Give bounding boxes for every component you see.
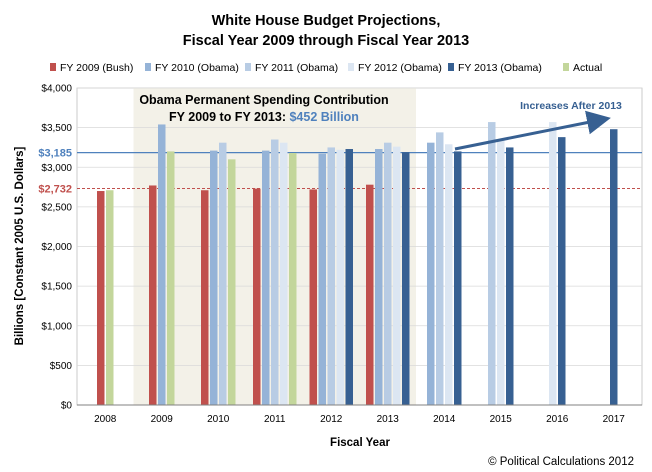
legend-label: Actual bbox=[573, 62, 602, 74]
y-axis-title: Billions [Constant 2005 U.S. Dollars] bbox=[14, 146, 26, 345]
bar bbox=[336, 149, 344, 405]
bar bbox=[262, 150, 270, 405]
callout-line-1: Obama Permanent Spending Contribution bbox=[139, 93, 388, 107]
x-tick-label: 2011 bbox=[264, 414, 286, 425]
y-tick-label: $0 bbox=[61, 401, 73, 412]
bar bbox=[384, 142, 392, 405]
legend-label: FY 2010 (Obama) bbox=[155, 62, 239, 74]
x-tick-label: 2015 bbox=[490, 414, 513, 425]
bars bbox=[97, 122, 618, 405]
bar bbox=[280, 142, 288, 405]
legend-label: FY 2011 (Obama) bbox=[255, 62, 338, 74]
bar bbox=[167, 151, 175, 405]
legend-swatch bbox=[50, 63, 56, 71]
title-line-2: Fiscal Year 2009 through Fiscal Year 201… bbox=[183, 33, 469, 49]
reference-label: $2,732 bbox=[38, 183, 72, 195]
bar bbox=[436, 132, 444, 405]
callout-box: Obama Permanent Spending Contribution FY… bbox=[139, 93, 388, 124]
legend-swatch bbox=[348, 63, 354, 71]
y-tick-label: $1,000 bbox=[41, 321, 72, 332]
bar bbox=[445, 144, 453, 405]
x-tick-label: 2017 bbox=[603, 414, 626, 425]
x-tick-label: 2012 bbox=[320, 414, 343, 425]
bar bbox=[309, 189, 317, 405]
legend-swatch bbox=[448, 63, 454, 71]
y-tick-label: $3,000 bbox=[41, 163, 72, 174]
legend-label: FY 2013 (Obama) bbox=[458, 62, 542, 74]
y-tick-label: $3,500 bbox=[41, 123, 72, 134]
bar bbox=[97, 191, 105, 405]
bar bbox=[549, 122, 557, 405]
increase-arrow: Increases After 2013 bbox=[454, 100, 622, 151]
legend: FY 2009 (Bush) FY 2010 (Obama) FY 2011 (Ob… bbox=[50, 62, 602, 74]
bar bbox=[158, 124, 166, 405]
callout-line-2: FY 2009 to FY 2013: $452 Billion bbox=[169, 110, 359, 124]
arrow-line bbox=[454, 110, 611, 151]
x-tick-label: 2010 bbox=[207, 414, 230, 425]
bar bbox=[327, 147, 335, 405]
bar bbox=[454, 151, 462, 405]
legend-label: FY 2009 (Bush) bbox=[60, 62, 133, 74]
callout-value: $452 Billion bbox=[289, 110, 358, 124]
title-line-1: White House Budget Projections, bbox=[212, 13, 441, 29]
bar bbox=[427, 142, 435, 405]
bar bbox=[106, 190, 114, 405]
legend-swatch bbox=[145, 63, 151, 71]
bar bbox=[506, 147, 514, 405]
legend-swatch bbox=[563, 63, 569, 71]
legend-label: FY 2012 (Obama) bbox=[358, 62, 442, 74]
bar bbox=[271, 139, 279, 405]
reference-label: $3,185 bbox=[38, 148, 72, 160]
bar bbox=[402, 152, 410, 405]
bar bbox=[497, 139, 505, 405]
y-tick-label: $4,000 bbox=[41, 84, 72, 95]
y-axis-ticks: $0 $500 $1,000 $1,500 $2,000 $2,500 $3,000 $3,5… bbox=[41, 84, 72, 412]
x-tick-label: 2009 bbox=[151, 414, 174, 425]
bar bbox=[201, 190, 209, 405]
y-tick-label: $2,500 bbox=[41, 202, 72, 213]
bar bbox=[393, 146, 401, 405]
bar bbox=[610, 129, 618, 405]
x-tick-label: 2013 bbox=[377, 414, 400, 425]
y-tick-label: $500 bbox=[50, 361, 73, 372]
bar bbox=[345, 149, 353, 405]
bar bbox=[289, 152, 297, 405]
x-axis-ticks: 2008 2009 2010 2011 2012 2013 2014 2015 2016 2017 bbox=[77, 404, 642, 425]
x-tick-label: 2016 bbox=[546, 414, 569, 425]
credit-text: © Political Calculations 2012 bbox=[488, 456, 634, 468]
legend-swatch bbox=[245, 63, 251, 71]
bar bbox=[558, 137, 566, 405]
bar bbox=[366, 184, 374, 405]
bar bbox=[219, 142, 227, 405]
chart-title: White House Budget Projections, Fiscal Y… bbox=[183, 13, 469, 49]
callout-prefix: FY 2009 to FY 2013: bbox=[169, 110, 289, 124]
y-tick-label: $2,000 bbox=[41, 242, 72, 253]
arrow-label: Increases After 2013 bbox=[520, 100, 622, 112]
x-axis-title: Fiscal Year bbox=[330, 437, 390, 449]
bar bbox=[228, 159, 236, 405]
x-tick-label: 2008 bbox=[94, 414, 117, 425]
bar bbox=[210, 150, 218, 405]
bar bbox=[253, 188, 261, 405]
bar bbox=[488, 122, 496, 405]
bar bbox=[318, 153, 326, 405]
bar bbox=[375, 149, 383, 405]
x-tick-label: 2014 bbox=[433, 414, 456, 425]
y-tick-label: $1,500 bbox=[41, 282, 72, 293]
bar bbox=[149, 185, 157, 405]
